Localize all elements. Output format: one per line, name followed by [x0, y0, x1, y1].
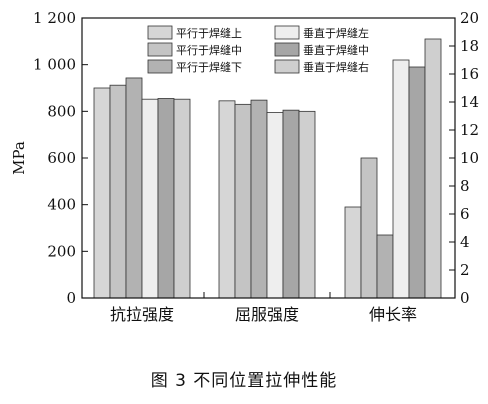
left-tick-label: 800 [47, 102, 76, 120]
bar [234, 103, 252, 299]
legend-swatch [147, 25, 173, 40]
legend-label: 垂直于焊缝左 [303, 26, 369, 40]
y-axis-label: MPa [10, 141, 28, 175]
left-tick-label: 0 [66, 289, 76, 307]
right-tick-label: 8 [460, 177, 470, 195]
left-tick-label: 1 200 [33, 9, 76, 27]
bar [376, 234, 394, 299]
tensile-property-chart: 0 200 400 600 800 1 000 1 200 0 2 4 6 8 10 12 14 16 18 20… [10, 9, 479, 324]
legend-swatch [147, 42, 173, 57]
bar [218, 100, 236, 299]
legend-swatch [274, 25, 300, 40]
right-tick-label: 16 [460, 65, 479, 83]
category-label: 抗拉强度 [110, 305, 174, 324]
right-tick-label: 18 [460, 37, 479, 55]
bar [125, 77, 143, 299]
legend-swatch [274, 42, 300, 57]
legend-label: 平行于焊缝中 [176, 43, 242, 57]
category-label: 屈服强度 [235, 305, 299, 324]
left-tick-label: 1 000 [33, 56, 76, 74]
bar [408, 66, 426, 299]
legend-label: 垂直于焊缝右 [303, 60, 369, 74]
left-tick-label: 200 [47, 242, 76, 260]
figure-caption: 图 3 不同位置拉伸性能 [150, 371, 338, 391]
right-tick-label: 12 [460, 121, 479, 139]
right-tick-label: 0 [460, 289, 470, 307]
legend-label: 垂直于焊缝中 [303, 43, 369, 57]
right-tick-label: 14 [460, 93, 479, 111]
bar [250, 99, 268, 299]
right-tick-label: 2 [460, 261, 470, 279]
right-tick-label: 6 [460, 205, 470, 223]
bar [173, 98, 191, 299]
left-tick-label: 600 [47, 149, 76, 167]
legend-label: 平行于焊缝上 [176, 26, 242, 40]
bar [93, 87, 111, 299]
bar [360, 157, 378, 299]
bar [392, 59, 410, 299]
bar [424, 38, 442, 299]
bar [282, 109, 300, 299]
right-tick-label: 20 [460, 9, 479, 27]
bar [298, 110, 316, 299]
right-tick-label: 4 [460, 233, 470, 251]
bar [266, 112, 284, 299]
axes-layer: 0 200 400 600 800 1 000 1 200 0 2 4 6 8 10 12 14 16 18 20… [10, 9, 479, 324]
left-tick-label: 400 [47, 196, 76, 214]
bar [157, 98, 175, 299]
legend-label: 平行于焊缝下 [176, 60, 242, 74]
bars-layer [93, 38, 442, 299]
bar [109, 84, 127, 299]
bar [141, 98, 159, 299]
legend-swatch [274, 59, 300, 74]
right-tick-label: 10 [460, 149, 479, 167]
legend-swatch [147, 59, 173, 74]
bar [344, 206, 362, 299]
category-label: 伸长率 [369, 305, 417, 324]
